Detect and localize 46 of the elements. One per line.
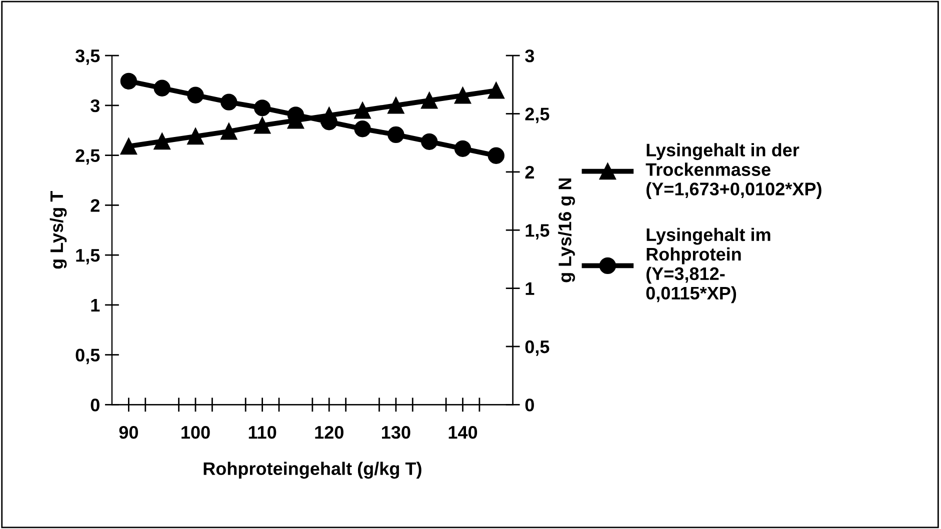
point [120, 72, 138, 90]
point [120, 138, 138, 155]
y-axis-title: g Lys/g T [50, 191, 67, 269]
point [187, 86, 204, 104]
y-tick-label: 2 [90, 199, 100, 212]
y-tick-label: 1,5 [76, 249, 100, 264]
point [220, 123, 238, 140]
y-tick-label: 0,5 [76, 348, 100, 364]
point [488, 147, 504, 164]
legend-label: Lysingehalt im Rohprotein (Y=3,812- 0,0115*XP) [646, 228, 770, 304]
point [154, 80, 170, 96]
point [154, 133, 170, 150]
y-tick-label: 1 [91, 299, 100, 312]
x-tick-label: 110 [248, 426, 276, 439]
y-tick-label: 3 [90, 99, 100, 112]
point [420, 133, 438, 150]
point [354, 102, 371, 119]
y2-tick-label: 1,5 [526, 224, 550, 240]
y2-tick-label: 2,5 [525, 108, 550, 124]
y-tick-label: 2,5 [76, 149, 100, 165]
point [254, 100, 271, 116]
point [388, 126, 404, 144]
point [488, 82, 504, 99]
point [388, 97, 404, 114]
x-tick-label: 130 [382, 426, 410, 439]
x-tick-label: 90 [119, 426, 138, 439]
y2-tick-label: 2 [525, 166, 534, 178]
y-tick-label: 3,5 [75, 49, 100, 65]
legend-label: Lysingehalt in der Trockenmasse (Y=1,673+0,0102*XP) [646, 143, 822, 199]
y2-tick-label: 1 [526, 282, 534, 295]
y-tick-label: 0 [90, 398, 100, 412]
x-tick-label: 120 [315, 426, 344, 439]
point [254, 117, 271, 134]
point [220, 94, 238, 110]
y2-tick-label: 0,5 [525, 340, 550, 356]
point [354, 120, 371, 138]
y2-tick-label: 3 [525, 49, 534, 62]
point [420, 92, 438, 109]
point [454, 140, 472, 157]
x-tick-label: 100 [182, 426, 210, 439]
y2-tick-label: 0 [525, 398, 534, 412]
y2-axis-title: g Lys/16 g N [558, 178, 575, 282]
point [454, 87, 472, 104]
x-tick-label: 140 [448, 426, 478, 439]
point [187, 128, 204, 145]
x-axis-title: Rohproteingehalt (g/kg T) [204, 462, 422, 479]
